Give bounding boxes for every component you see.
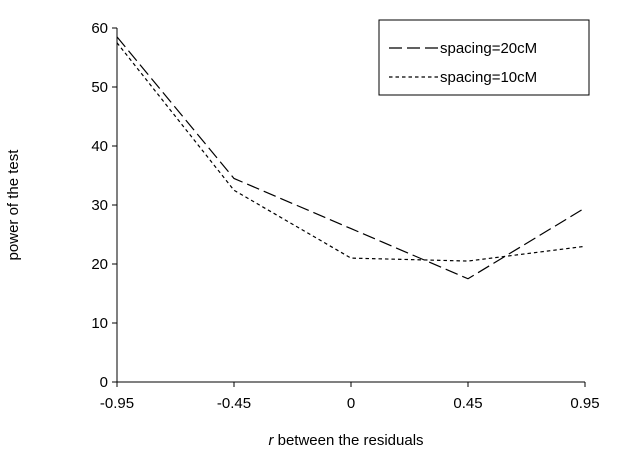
legend: spacing=20cM spacing=10cM [378,19,590,96]
y-tick-label: 50 [91,79,108,96]
x-axis-title-rest: between the residuals [273,432,423,449]
y-tick-label: 30 [91,197,108,214]
y-tick-label: 10 [91,315,108,332]
x-tick-label: -0.45 [217,395,251,412]
x-tick-label: -0.95 [100,395,134,412]
series-line-spacing-10cm [116,42,586,262]
y-tick-label: 40 [91,138,108,155]
y-tick-label: 0 [100,374,108,391]
x-tick-label: 0.45 [453,395,482,412]
x-ticks: -0.95 -0.45 0 0.45 0.95 [100,382,600,412]
y-ticks: 0 10 20 30 40 50 60 [91,20,117,391]
x-axis-title: r between the residuals [268,432,423,449]
series-line-spacing-20cm [116,36,586,280]
series-group [116,36,586,280]
x-tick-label: 0.95 [570,395,599,412]
x-tick-label: 0 [347,395,355,412]
legend-label-20cm: spacing=20cM [440,40,537,57]
y-tick-label: 60 [91,20,108,37]
y-tick-label: 20 [91,256,108,273]
y-axis-title: power of the test [5,149,22,261]
x-axis-title-italic: r [268,432,274,449]
legend-label-10cm: spacing=10cM [440,69,537,86]
plot-area: 0 10 20 30 40 50 60 -0.95 -0.45 0 0.45 0.95 [91,20,599,412]
legend-box [378,19,590,96]
